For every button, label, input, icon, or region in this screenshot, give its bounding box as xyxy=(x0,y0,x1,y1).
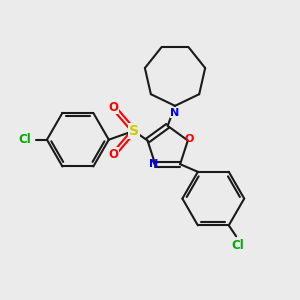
Text: N: N xyxy=(149,159,158,169)
Text: O: O xyxy=(109,148,119,161)
Text: Cl: Cl xyxy=(231,238,244,252)
Text: S: S xyxy=(129,124,139,138)
Text: O: O xyxy=(184,134,194,144)
Text: Cl: Cl xyxy=(18,133,31,146)
Text: O: O xyxy=(109,101,119,114)
Text: N: N xyxy=(170,108,180,118)
